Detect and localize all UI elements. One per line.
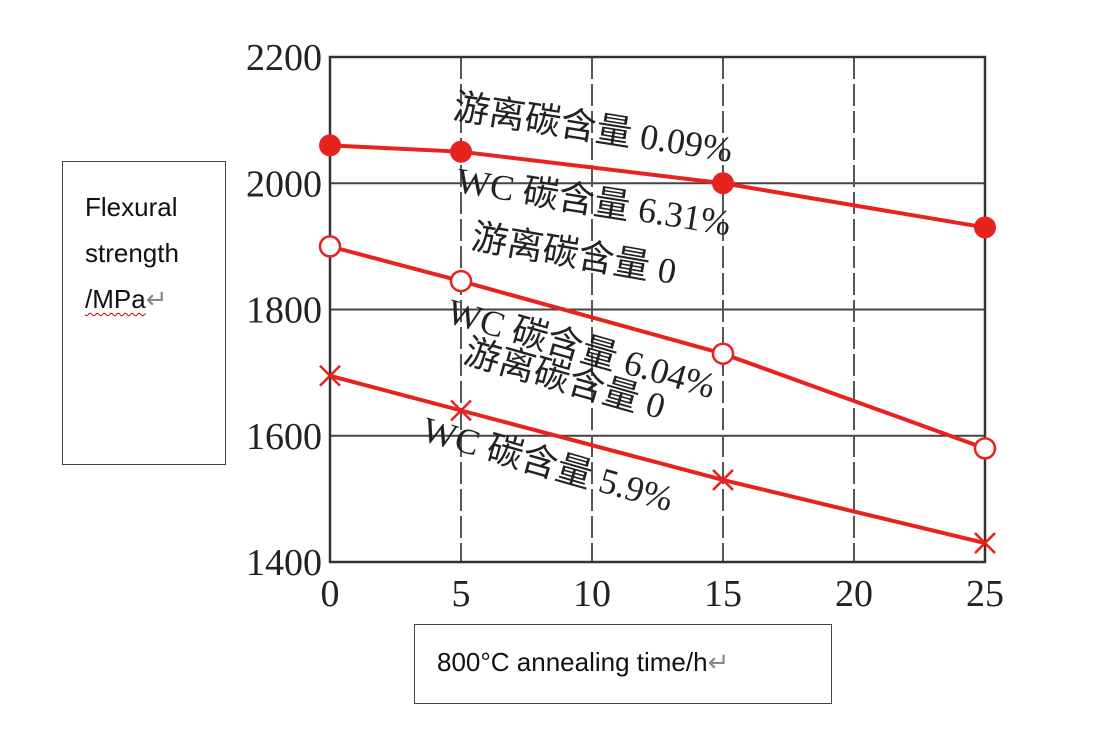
series-2-line [329,373,986,546]
y-tick-label-1400: 1400 [246,542,322,584]
x-tick-label-25: 25 [966,573,1004,615]
series-1-point-5 [449,269,473,293]
paragraph-mark-icon: ↵ [145,284,168,314]
y-axis-label-line-2: strength [85,238,179,268]
x-tick-label-15: 15 [704,573,742,615]
x-tick-label-5: 5 [452,573,471,615]
plot-frame [328,55,987,564]
y-tick-label-2000: 2000 [246,163,322,205]
series-2-point-5 [450,399,472,422]
series-lines [329,143,986,546]
series-1-point-0 [318,235,342,258]
y-axis-label-line-3: /MPa↵ [85,276,225,322]
series-0-point-0 [319,134,341,157]
series-0-point-25 [974,216,996,239]
series-1-line [329,244,986,451]
series-markers [318,134,997,554]
series-0-line [329,143,986,230]
y-axis-label-box: Flexural strength /MPa↵ [62,161,226,465]
y-tick-label-1800: 1800 [246,290,322,332]
x-axis-label: 800°C annealing time/h [437,647,708,677]
x-tick-label-0: 0 [321,573,340,615]
series-0-point-5 [450,140,472,163]
y-tick-labels: 2200 2000 1800 1600 1400 [246,37,322,584]
series-2-point-15 [712,469,734,491]
x-tick-label-20: 20 [835,573,873,615]
x-tick-label-10: 10 [573,573,611,615]
x-axis-label-box: 800°C annealing time/h↵ [414,624,832,704]
series-1-point-15 [711,342,735,365]
paragraph-mark-icon: ↵ [707,647,730,677]
x-tick-labels: 0 5 10 15 20 25 [321,573,1005,615]
series-2-point-0 [319,364,341,387]
y-axis-label-line-1: Flexural [85,192,178,222]
annotation-wc-carbon-5.9: WC 碳含量 5.9% [418,409,678,519]
series-0-point-15 [712,172,734,195]
y-tick-label-1600: 1600 [246,416,322,458]
series-2-point-25 [974,532,996,554]
y-tick-label-2200: 2200 [246,37,322,79]
y-axis-label-unit: /MPa [85,284,146,314]
series-1-point-25 [973,437,997,460]
